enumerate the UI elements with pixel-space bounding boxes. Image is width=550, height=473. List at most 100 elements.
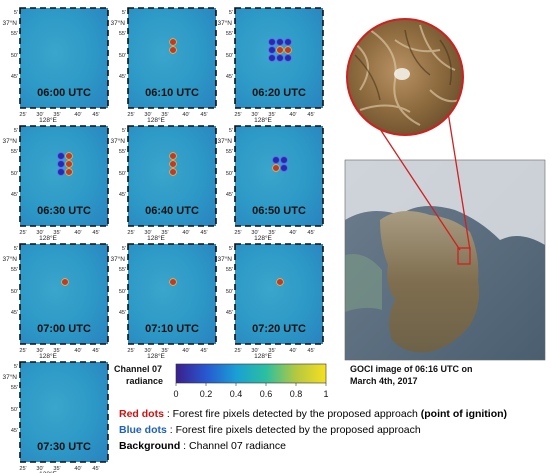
panel-time-label: 06:30 UTC: [37, 205, 91, 217]
lon-tick-label: 35': [161, 112, 168, 118]
lat-tick-label: 45': [11, 428, 18, 434]
lon-tick-label: 25': [234, 112, 241, 118]
blue-fire-dot: [57, 160, 65, 168]
red-fire-dot: [276, 278, 284, 286]
lon-tick-label: 25': [127, 230, 134, 236]
blue-fire-dot: [284, 38, 292, 46]
lat-tick-label: 55': [11, 267, 18, 273]
lon-tick-label: 35': [268, 230, 275, 236]
lon-tick-label: 25': [19, 348, 26, 354]
zoom-pointer-line-right: [447, 111, 471, 251]
lon-tick-label: 35': [53, 230, 60, 236]
legend-red: Red dots : Forest fire pixels detected b…: [119, 408, 507, 420]
lon-tick-label: 40': [182, 230, 189, 236]
lon-tick-label: 25': [19, 112, 26, 118]
map-frame: [127, 7, 217, 109]
lon-axis-label: 128°E: [39, 470, 57, 473]
lon-tick-label: 45': [307, 348, 314, 354]
lat-tick-label: 5': [229, 246, 233, 252]
lat-tick-label: 5': [14, 246, 18, 252]
lat-tick-label: 55': [11, 31, 18, 37]
lat-tick-label: 5': [14, 10, 18, 16]
lon-tick-label: 40': [289, 112, 296, 118]
lat-axis-label: 37°N: [217, 19, 232, 27]
legend: Red dots : Forest fire pixels detected b…: [119, 408, 507, 452]
panel-time-label: 07:10 UTC: [145, 323, 199, 335]
red-fire-dot: [61, 278, 69, 286]
legend-blue-key: Blue dots: [119, 424, 167, 436]
lat-tick-label: 55': [11, 385, 18, 391]
lon-tick-label: 35': [268, 348, 275, 354]
red-fire-dot: [276, 46, 284, 54]
lon-tick-label: 35': [161, 230, 168, 236]
lat-tick-label: 5': [122, 10, 126, 16]
panel-time-label: 07:30 UTC: [37, 441, 91, 453]
panel-time-label: 06:50 UTC: [252, 205, 306, 217]
map-frame: [19, 243, 109, 345]
lat-axis-label: 37°N: [217, 255, 232, 263]
legend-blue-text: : Forest fire pixels detected by the pro…: [167, 424, 421, 436]
goci-coastal-water: [345, 254, 382, 312]
map-frame: [234, 125, 324, 227]
radiance-field: [20, 8, 108, 108]
map-frame: [19, 361, 109, 463]
legend-bg-text: : Channel 07 radiance: [180, 440, 286, 452]
lon-tick-label: 45': [92, 112, 99, 118]
legend-red-emphasis: (point of ignition): [421, 408, 507, 420]
map-frame: [127, 125, 217, 227]
panel-0710utc: 5' 55' 50' 45' 37°N 25' 30' 35' 40' 45' 128°E 07:10…: [110, 243, 217, 360]
red-fire-dot: [169, 46, 177, 54]
lat-tick-label: 55': [226, 149, 233, 155]
lat-tick-label: 45': [226, 192, 233, 198]
colorbar-tick-label: 0.2: [200, 389, 213, 399]
lon-axis-label: 128°E: [39, 116, 57, 124]
map-frame: [19, 7, 109, 109]
lat-tick-label: 50': [11, 407, 18, 413]
lon-tick-label: 30': [36, 348, 43, 354]
goci-caption-line1: GOCI image of 06:16 UTC on: [350, 364, 473, 374]
blue-fire-dot: [268, 38, 276, 46]
colorbar-label-line1: Channel 07: [114, 364, 162, 374]
lon-tick-label: 45': [92, 466, 99, 472]
lon-axis-label: 128°E: [147, 352, 165, 360]
lat-tick-label: 45': [226, 74, 233, 80]
lon-tick-label: 45': [200, 230, 207, 236]
radiance-field: [20, 362, 108, 462]
legend-background: Background : Channel 07 radiance: [119, 440, 286, 452]
lon-tick-label: 25': [19, 230, 26, 236]
radiance-field: [20, 244, 108, 344]
lon-tick-label: 40': [289, 230, 296, 236]
lat-tick-label: 45': [11, 74, 18, 80]
lon-tick-label: 25': [19, 466, 26, 472]
panel-0600utc: 5' 55' 50' 45' 37°N 25' 30' 35' 40' 45' 128°E 06:00…: [2, 7, 109, 124]
lat-tick-label: 50': [119, 289, 126, 295]
legend-red-text: : Forest fire pixels detected by the pro…: [164, 408, 421, 420]
lat-axis-label: 37°N: [2, 137, 17, 145]
lat-axis-label: 37°N: [110, 137, 125, 145]
lon-tick-label: 30': [251, 112, 258, 118]
colorbar-ticks: 0 0.2 0.4 0.6 0.8 1: [173, 383, 329, 399]
lon-axis-label: 128°E: [254, 352, 272, 360]
lon-axis-label: 128°E: [39, 234, 57, 242]
zoom-pointer-line-left: [375, 122, 461, 251]
lon-tick-label: 40': [289, 348, 296, 354]
blue-fire-dot: [57, 152, 65, 160]
lon-tick-label: 35': [53, 466, 60, 472]
lon-tick-label: 30': [36, 112, 43, 118]
lat-tick-label: 55': [226, 31, 233, 37]
lat-tick-label: 55': [119, 31, 126, 37]
lat-axis-label: 37°N: [2, 19, 17, 27]
lat-axis-label: 37°N: [2, 255, 17, 263]
red-fire-dot: [65, 168, 73, 176]
lon-tick-label: 40': [182, 112, 189, 118]
panel-0720utc: 5' 55' 50' 45' 37°N 25' 30' 35' 40' 45' 128°E 07:20…: [217, 243, 324, 360]
panel-time-label: 06:10 UTC: [145, 87, 199, 99]
map-frame: [127, 243, 217, 345]
lon-tick-label: 25': [234, 348, 241, 354]
panel-0730utc: 5' 55' 50' 45' 37°N 25' 30' 35' 40' 45' 128°E 07:30…: [2, 361, 109, 473]
lat-tick-label: 45': [119, 192, 126, 198]
radiance-field: [128, 8, 216, 108]
lat-tick-label: 50': [11, 53, 18, 59]
panel-time-label: 06:40 UTC: [145, 205, 199, 217]
radiance-field: [20, 126, 108, 226]
